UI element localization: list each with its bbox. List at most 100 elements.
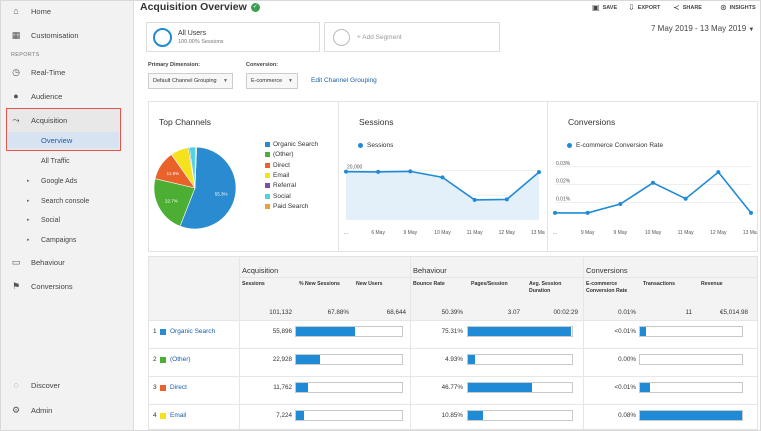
nav-discover[interactable]: ◌ Discover	[1, 375, 134, 395]
total-value: 101,132	[269, 309, 292, 316]
export-button[interactable]: ⇩ EXPORT	[628, 3, 661, 12]
col-revenue[interactable]: Revenue	[701, 281, 723, 287]
sidebar: ⌂ Home ▦ Customisation REPORTS ◷ Real-Ti…	[1, 1, 134, 430]
sessions-title: Sessions	[359, 117, 394, 127]
data-point[interactable]	[618, 202, 623, 207]
row-color-swatch	[160, 385, 166, 391]
data-point[interactable]	[472, 197, 477, 202]
data-point[interactable]	[683, 196, 688, 201]
nav-all-traffic[interactable]: All Traffic	[41, 157, 70, 165]
col-conv-rate[interactable]: E-commerce Conversion Rate	[586, 281, 628, 294]
nav-conversions[interactable]: ⚑ Conversions	[11, 280, 73, 291]
bar-fill	[468, 383, 533, 392]
card-divider	[547, 101, 548, 252]
legend-swatch	[265, 142, 270, 147]
bar-fill	[468, 327, 571, 336]
row-color-swatch	[160, 413, 166, 419]
edit-channel-grouping-link[interactable]: Edit Channel Grouping	[311, 77, 377, 84]
data-point[interactable]	[537, 170, 541, 175]
data-point[interactable]	[585, 210, 590, 215]
data-point[interactable]	[553, 210, 557, 215]
pie-slice-label: 55.3%	[215, 191, 228, 196]
pie-legend-item: Paid Search	[265, 203, 308, 210]
expand-arrow-icon: ▸	[27, 198, 30, 204]
insights-button[interactable]: ⊛ INSIGHTS	[720, 3, 756, 12]
pie-slice[interactable]	[194, 146, 197, 189]
primary-dimension-label: Primary Dimension:	[148, 62, 200, 68]
total-value: 68,644	[386, 309, 406, 316]
conversions-chart[interactable]: 0.03% 0.02% 0.01%... 9 May 9 May 10 May 11 May…	[549, 152, 757, 238]
behaviour-icon: ▭	[11, 256, 21, 267]
pie-legend-item: Referral	[265, 182, 296, 189]
sessions-value: 11,762	[273, 384, 292, 391]
col-avg-duration[interactable]: Avg. Session Duration	[529, 281, 562, 294]
share-button[interactable]: ≺ SHARE	[673, 3, 702, 12]
bar-fill	[468, 355, 475, 364]
col-new-users[interactable]: New Users	[356, 281, 383, 287]
nav-admin[interactable]: ⚙ Admin	[11, 404, 53, 415]
total-value: 50.39%	[441, 309, 463, 316]
col-pages-session[interactable]: Pages/Session	[471, 281, 508, 287]
nav-customisation[interactable]: ▦ Customisation	[11, 29, 79, 40]
col-new-sessions[interactable]: % New Sessions	[299, 281, 340, 287]
nav-behaviour[interactable]: ▭ Behaviour	[11, 256, 65, 267]
row-channel-link[interactable]: Direct	[170, 384, 187, 391]
pie-legend-item: Organic Search	[265, 141, 318, 148]
data-point[interactable]	[716, 170, 721, 175]
legend-label: Referral	[273, 182, 297, 190]
bar-fill	[296, 411, 304, 420]
pie-slice[interactable]	[179, 146, 237, 230]
date-range-picker[interactable]: 7 May 2019 - 13 May 2019 ▼	[651, 24, 755, 33]
col-bounce-rate[interactable]: Bounce Rate	[413, 281, 445, 287]
x-tick-label: 12 May	[499, 230, 516, 236]
nav-google-ads[interactable]: ▸ Google Ads	[27, 177, 78, 185]
primary-dimension-select[interactable]: Default Channel Grouping ▼	[148, 73, 233, 89]
nav-realtime[interactable]: ◷ Real-Time	[12, 66, 66, 77]
data-point[interactable]	[408, 169, 413, 174]
top-channels-pie[interactable]: 55.3% 22.7% 11.6%	[150, 140, 260, 240]
row-divider	[148, 376, 758, 377]
data-point[interactable]	[344, 169, 348, 174]
nav-social[interactable]: ▸ Social	[27, 216, 61, 224]
col-sessions[interactable]: Sessions ↓	[242, 281, 307, 287]
bounce-rate-value: 75.31%	[441, 328, 463, 335]
data-point[interactable]	[440, 175, 445, 180]
chevron-down-icon: ▼	[748, 27, 755, 33]
row-channel-link[interactable]: (Other)	[170, 356, 191, 363]
channels-table	[148, 256, 758, 430]
sessions-bar	[295, 382, 403, 393]
nav-search-console[interactable]: ▸ Search console	[27, 197, 90, 205]
conversion-label: Conversion:	[246, 62, 279, 68]
data-point[interactable]	[376, 169, 381, 174]
col-transactions[interactable]: Transactions	[643, 281, 676, 287]
sort-arrow-icon: ↓	[304, 281, 307, 287]
conversion-rate-value: 0.00%	[618, 356, 636, 363]
page-title: Acquisition Overview ✓	[140, 1, 260, 13]
nav-audience[interactable]: ● Audience	[1, 86, 134, 106]
pie-slice[interactable]	[153, 178, 196, 227]
nav-campaigns[interactable]: ▸ Campaigns	[27, 236, 77, 244]
nav-acquisition[interactable]: ⤳ Acquisition	[12, 114, 68, 125]
legend-swatch	[265, 172, 270, 178]
conversion-rate-bar	[639, 382, 743, 393]
row-channel-link[interactable]: Email	[170, 412, 187, 419]
legend-label: Organic Search	[273, 141, 319, 148]
conversions-legend: E-commerce Conversion Rate	[567, 142, 663, 149]
gear-icon: ⚙	[11, 404, 21, 415]
total-value: 67.88%	[327, 309, 349, 316]
save-button[interactable]: ▣ SAVE	[592, 3, 618, 12]
segment-all-users[interactable]: All Users 100.00% Sessions	[146, 22, 320, 52]
add-segment-button[interactable]: + Add Segment	[324, 22, 500, 52]
person-icon: ●	[13, 91, 19, 101]
data-point[interactable]	[651, 180, 655, 185]
conversion-select[interactable]: E-commerce ▼	[246, 73, 298, 89]
x-tick-label: 10 May	[645, 230, 662, 236]
y-tick-label: 0.02%	[556, 179, 571, 185]
nav-home[interactable]: ⌂ Home	[1, 1, 134, 21]
row-channel-link[interactable]: Organic Search	[170, 328, 216, 335]
insights-icon: ⊛	[720, 3, 727, 12]
data-point[interactable]	[504, 197, 509, 202]
data-point[interactable]	[749, 210, 753, 215]
nav-overview[interactable]: Overview	[8, 132, 119, 148]
